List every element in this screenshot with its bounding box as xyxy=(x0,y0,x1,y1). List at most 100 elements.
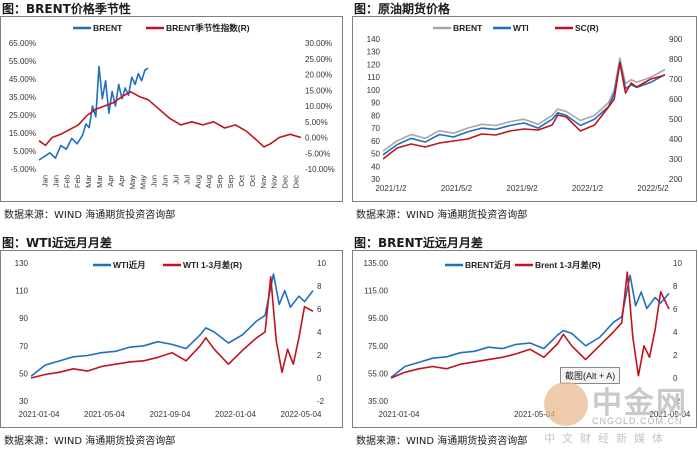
right-tick-label: 5.00% xyxy=(305,118,328,127)
left-tick-label: 15.00% xyxy=(9,129,36,138)
left-tick-label: 55.00% xyxy=(9,57,36,66)
x-tick-label: Mar xyxy=(95,175,104,188)
panel-wti-spread: 图：WTI近远月月差 130 110 90 70 50 30 10 8 6 4 2 0 -2 2021-0… xyxy=(0,234,346,454)
x-tick-label: Apr xyxy=(117,174,126,186)
series-line xyxy=(382,57,666,152)
series-line xyxy=(390,274,670,379)
right-tick-label: 0 xyxy=(317,374,322,383)
x-tick-label: Aug xyxy=(204,175,213,188)
x-tick-label: 2021/9/2 xyxy=(506,184,538,193)
x-tick-group: Jan xyxy=(51,175,60,187)
x-tick-group: Feb xyxy=(62,175,71,188)
right-tick-label: 700 xyxy=(669,75,683,84)
x-tick-group: Jan xyxy=(40,175,49,187)
x-tick-group: Dec xyxy=(292,175,301,189)
right-tick-label: -5.00% xyxy=(305,149,330,158)
x-tick-group: Jul xyxy=(171,175,180,185)
right-tick-label: 400 xyxy=(669,135,683,144)
right-tick-label: 25.00% xyxy=(305,55,332,64)
left-tick-label: 115.00 xyxy=(364,287,388,296)
x-tick-label: Feb xyxy=(73,175,82,188)
x-tick-label: 2021-09-04 xyxy=(649,410,690,419)
right-tick-label: 600 xyxy=(669,95,683,104)
chart-frame: 65.00% 55.00% 45.00% 35.00% 25.00% 15.00% 5.00… xyxy=(0,16,343,202)
x-tick-group: Oct xyxy=(248,174,257,187)
x-tick-label: Jul xyxy=(182,175,191,185)
right-tick-label: 4 xyxy=(317,328,322,337)
series-line xyxy=(38,65,149,161)
x-tick-label: Apr xyxy=(106,174,115,186)
right-tick-label: 10 xyxy=(673,259,682,268)
x-tick-group: Dec xyxy=(281,175,290,189)
x-tick-label: Mar xyxy=(84,175,93,188)
right-tick-label: 10.00% xyxy=(305,102,332,111)
left-tick-label: 70 xyxy=(19,342,28,351)
legend-label: BRENT xyxy=(453,23,483,33)
x-tick-label: May xyxy=(139,175,148,189)
x-tick-group: May xyxy=(128,175,137,189)
x-tick-group: Jun xyxy=(150,175,159,187)
legend-label: Brent 1-3月差(R) xyxy=(535,260,601,270)
left-tick-label: 80 xyxy=(371,111,380,120)
legend-label: BRENT季节性指数(R) xyxy=(166,23,250,33)
left-tick-label: 35.00 xyxy=(368,397,389,406)
x-tick-group: Aug xyxy=(193,175,202,188)
left-tick-label: 65.00% xyxy=(9,39,36,48)
chart-frame: 135.00 115.00 95.00 75.00 55.00 35.00 10 8 6 4 2 0 -… xyxy=(352,250,697,428)
panel-title: 图：BRENT近远月月差 xyxy=(354,236,483,250)
x-tick-label: 2021-09-04 xyxy=(150,410,191,419)
x-tick-label: Nov xyxy=(259,175,268,189)
series-line xyxy=(30,273,314,377)
chart-crude-futures: 140 130 120 110 100 90 80 70 60 50 40 30 900 800 700 60… xyxy=(367,23,683,193)
right-tick-label: 6 xyxy=(317,305,322,314)
left-tick-label: 45.00% xyxy=(9,75,36,84)
series-line xyxy=(38,91,302,148)
x-tick-label: 2022/1/2 xyxy=(572,184,604,193)
right-tick-label: 10 xyxy=(317,259,326,268)
left-tick-label: 135.00 xyxy=(364,259,389,268)
panel-brent-seasonality: 图：BRENT价格季节性 65.00% 55.00% 45.00% 35.00% 25.… xyxy=(0,0,346,227)
watermark-logo-icon xyxy=(544,382,588,426)
x-tick-group: Oct xyxy=(237,174,246,187)
x-tick-label: Feb xyxy=(62,175,71,188)
left-tick-label: 130 xyxy=(15,259,29,268)
legend-label: BRENT近月 xyxy=(465,260,511,270)
left-tick-label: 90 xyxy=(371,99,380,108)
watermark: 中金网 CNGOLD.COM.CN 中文财经新媒体 xyxy=(544,378,694,448)
left-tick-label: 25.00% xyxy=(9,111,36,120)
series-line xyxy=(390,271,670,379)
left-tick-label: 75.00 xyxy=(368,342,389,351)
left-tick-label: 30 xyxy=(19,397,28,406)
right-tick-label: 6 xyxy=(673,305,678,314)
right-tick-label: 30.00% xyxy=(305,39,332,48)
x-tick-label: Jun xyxy=(150,175,159,187)
x-tick-group: Sep xyxy=(226,175,235,188)
left-tick-label: 35.00% xyxy=(9,93,36,102)
legend-label: WTI 1-3月差(R) xyxy=(183,260,242,270)
x-tick-label: 2021/5/2 xyxy=(441,184,473,193)
x-tick-label: 2021-05-04 xyxy=(84,410,125,419)
panel-crude-futures: 图：原油期货价格 140 130 120 110 100 90 80 70 60 50 40 30 90… xyxy=(352,0,698,227)
x-tick-group: Feb xyxy=(73,175,82,188)
x-tick-label: Dec xyxy=(292,175,301,189)
chart-frame: 140 130 120 110 100 90 80 70 60 50 40 30 900 800 700 60… xyxy=(352,16,697,202)
panel-title: 图：WTI近远月月差 xyxy=(2,236,112,250)
chart-frame: 130 110 90 70 50 30 10 8 6 4 2 0 -2 2021-01-04 2021-05… xyxy=(0,250,343,428)
left-tick-label: 95.00 xyxy=(368,314,389,323)
legend-label: BRENT xyxy=(93,23,123,33)
x-tick-group: Apr xyxy=(106,174,115,186)
series-line xyxy=(382,61,666,156)
x-tick-label: 2021/1/2 xyxy=(375,184,407,193)
x-tick-label: 2022-01-04 xyxy=(215,410,256,419)
chart-brent-seasonality: 65.00% 55.00% 45.00% 35.00% 25.00% 15.00% 5.00… xyxy=(9,23,335,189)
left-tick-label: 130 xyxy=(367,48,381,57)
x-tick-label: 2022/5/2 xyxy=(637,184,669,193)
watermark-title: 中金网 xyxy=(592,386,688,421)
left-tick-label: 30 xyxy=(371,175,380,184)
panel-title: 图：原油期货价格 xyxy=(354,2,451,16)
left-tick-label: -5.00% xyxy=(11,165,36,174)
left-tick-label: 60 xyxy=(371,137,380,146)
right-tick-label: 500 xyxy=(669,115,683,124)
right-tick-label: 2 xyxy=(317,351,322,360)
x-tick-label: Sep xyxy=(215,175,224,188)
